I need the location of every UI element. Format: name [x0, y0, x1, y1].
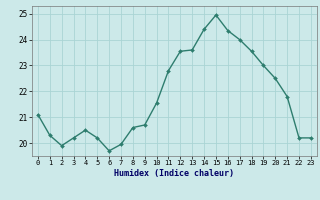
X-axis label: Humidex (Indice chaleur): Humidex (Indice chaleur) [115, 169, 234, 178]
